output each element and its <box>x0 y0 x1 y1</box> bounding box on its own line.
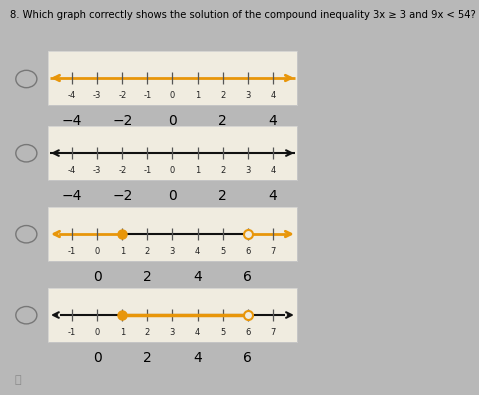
Text: -3: -3 <box>93 166 101 175</box>
Text: 1: 1 <box>120 328 125 337</box>
Text: 2: 2 <box>220 91 225 100</box>
Text: -2: -2 <box>118 91 126 100</box>
Text: -4: -4 <box>68 166 76 175</box>
Text: -1: -1 <box>68 247 76 256</box>
Text: 2: 2 <box>145 247 150 256</box>
Text: -2: -2 <box>118 166 126 175</box>
Text: 3: 3 <box>170 247 175 256</box>
Text: 4: 4 <box>195 328 200 337</box>
Text: 0: 0 <box>170 91 175 100</box>
Text: 0: 0 <box>94 328 100 337</box>
Text: -1: -1 <box>68 328 76 337</box>
Text: 2: 2 <box>145 328 150 337</box>
Text: 4: 4 <box>195 247 200 256</box>
Text: 5: 5 <box>220 328 225 337</box>
Text: 3: 3 <box>170 328 175 337</box>
Text: -3: -3 <box>93 91 101 100</box>
Text: -4: -4 <box>68 91 76 100</box>
Text: 0: 0 <box>94 247 100 256</box>
Text: ⏰: ⏰ <box>14 375 21 385</box>
Text: 7: 7 <box>270 247 275 256</box>
Text: 0: 0 <box>170 166 175 175</box>
Text: 3: 3 <box>245 91 251 100</box>
Text: 4: 4 <box>270 91 275 100</box>
Text: 1: 1 <box>195 91 200 100</box>
Text: 6: 6 <box>245 328 251 337</box>
Text: -1: -1 <box>143 91 151 100</box>
Text: 6: 6 <box>245 247 251 256</box>
Text: 4: 4 <box>270 166 275 175</box>
Text: 2: 2 <box>220 166 225 175</box>
Text: 7: 7 <box>270 328 275 337</box>
Text: 1: 1 <box>195 166 200 175</box>
Text: 3: 3 <box>245 166 251 175</box>
Text: 8. Which graph correctly shows the solution of the compound inequality 3x ≥ 3 an: 8. Which graph correctly shows the solut… <box>10 10 475 20</box>
Text: -1: -1 <box>143 166 151 175</box>
Text: 1: 1 <box>120 247 125 256</box>
Text: 5: 5 <box>220 247 225 256</box>
